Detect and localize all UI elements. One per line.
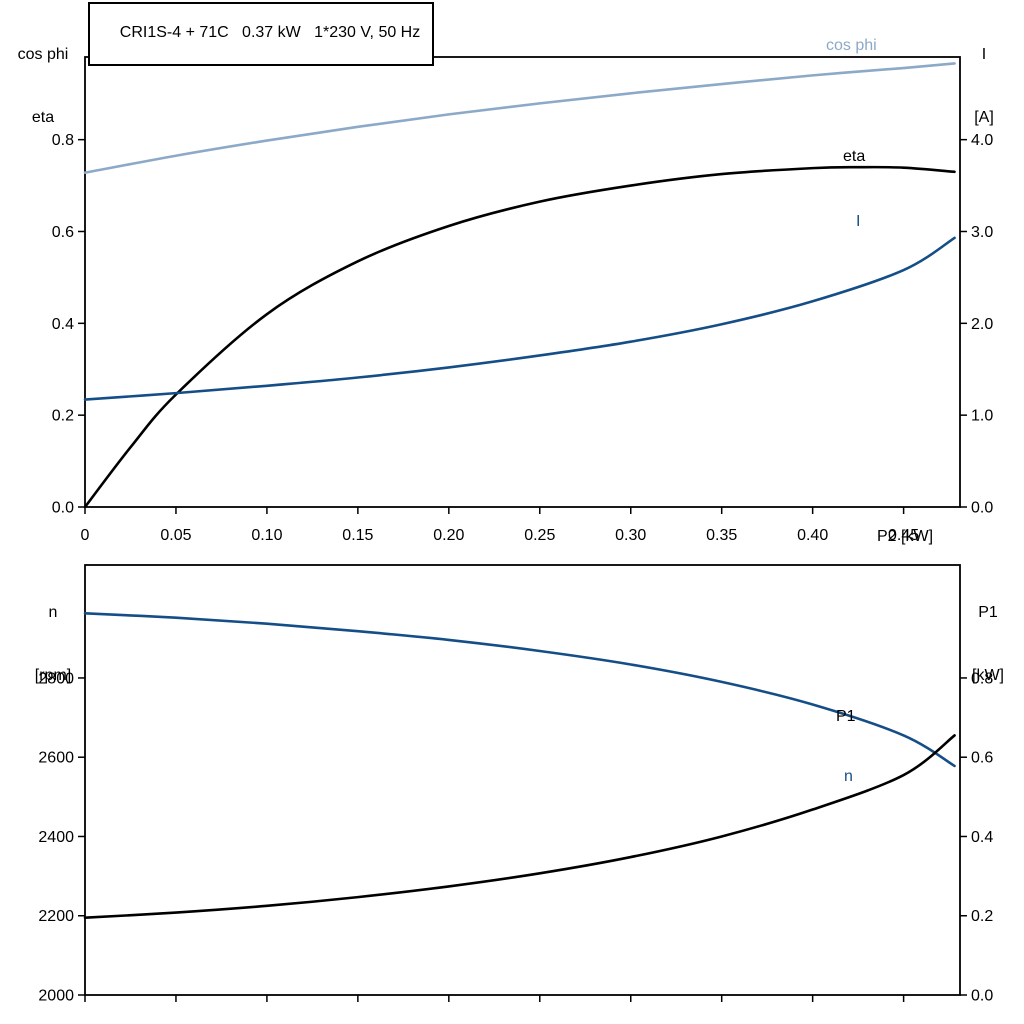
y-left-tick-label: 0.4 bbox=[52, 316, 74, 333]
chart-title: CRI1S-4 + 71C 0.37 kW 1*230 V, 50 Hz bbox=[119, 24, 421, 41]
plot-frame bbox=[84, 56, 961, 508]
axis-header-p1-unit: [kW] bbox=[972, 667, 1004, 684]
y-right-tick-label: 0.8 bbox=[971, 670, 993, 687]
x-tick-label: 0.40 bbox=[797, 527, 828, 544]
series-I bbox=[83, 236, 956, 401]
panel-0: 0.0 0.2 0.4 0.6 0.8 0.0 1.0 2.0 3.0 4.0 0 0.05 0.10 0… bbox=[52, 56, 993, 544]
bottom-left-axis-header: n [rpm] bbox=[12, 560, 94, 728]
y-right-tick-label: 3.0 bbox=[971, 224, 993, 241]
y-left-tick-label: 0.2 bbox=[52, 408, 74, 425]
curve-label-cos-phi: cos phi bbox=[826, 37, 877, 54]
top-left-axis-header: cos phi eta bbox=[2, 2, 84, 170]
chart-title-box: CRI1S-4 + 71C 0.37 kW 1*230 V, 50 Hz bbox=[88, 2, 435, 66]
x-tick-label: 0.15 bbox=[342, 527, 373, 544]
y-right-tick-label: 0.0 bbox=[971, 500, 993, 517]
y-right-tick-label: 0.0 bbox=[971, 988, 993, 1005]
series-P1 bbox=[83, 734, 956, 920]
y-right-tick-label: 2.0 bbox=[971, 316, 993, 333]
axis-header-p1: P1 bbox=[978, 604, 998, 621]
series-cos-phi bbox=[83, 62, 956, 175]
x-tick-label: 0.30 bbox=[615, 527, 646, 544]
curve-label-current: I bbox=[856, 213, 861, 230]
y-right-tick-label: 0.4 bbox=[971, 829, 993, 846]
y-right-tick-label: 1.0 bbox=[971, 408, 993, 425]
curve-label-speed: n bbox=[844, 768, 853, 785]
y-right-tick-label: 0.2 bbox=[971, 908, 993, 925]
y-left-tick-label: 0.8 bbox=[52, 132, 74, 149]
x-tick-label: 0.05 bbox=[160, 527, 191, 544]
axis-header-speed: n bbox=[48, 604, 58, 621]
panel-1: 2000 2200 2400 2600 2800 0.0 0.2 0.4 0.6 0.8 bbox=[38, 564, 993, 1005]
y-left-tick-label: 2400 bbox=[38, 829, 74, 846]
axis-header-current: I bbox=[981, 46, 987, 63]
x-tick-label: 0.35 bbox=[706, 527, 737, 544]
top-right-axis-header: I [A] bbox=[952, 2, 1016, 170]
y-left-tick-label: 2800 bbox=[38, 670, 74, 687]
plot-frame bbox=[84, 564, 961, 996]
x-axis-label: P2 [kW] bbox=[877, 528, 934, 545]
x-tick-label: 0 bbox=[81, 527, 90, 544]
y-left-tick-label: 2000 bbox=[38, 988, 74, 1005]
y-right-tick-label: 0.6 bbox=[971, 750, 993, 767]
curve-label-p1: P1 bbox=[836, 708, 856, 725]
x-tick-label: 0.25 bbox=[524, 527, 555, 544]
x-tick-label: 0.20 bbox=[433, 527, 464, 544]
y-left-tick-label: 2200 bbox=[38, 908, 74, 925]
series-eta bbox=[83, 165, 956, 509]
axis-header-current-unit: [A] bbox=[974, 109, 994, 126]
y-left-tick-label: 0.6 bbox=[52, 224, 74, 241]
axis-header-eta: eta bbox=[31, 109, 55, 126]
x-tick-label: 0.10 bbox=[251, 527, 282, 544]
axis-header-cos-phi: cos phi bbox=[17, 46, 69, 63]
bottom-right-axis-header: P1 [kW] bbox=[956, 560, 1020, 728]
series-n bbox=[83, 612, 956, 768]
y-left-tick-label: 0.0 bbox=[52, 500, 74, 517]
x-tick-label: 0.45 bbox=[888, 527, 919, 544]
curve-label-eta: eta bbox=[843, 148, 866, 165]
axis-header-speed-unit: [rpm] bbox=[34, 667, 72, 684]
y-right-tick-label: 4.0 bbox=[971, 132, 993, 149]
y-left-tick-label: 2600 bbox=[38, 750, 74, 767]
